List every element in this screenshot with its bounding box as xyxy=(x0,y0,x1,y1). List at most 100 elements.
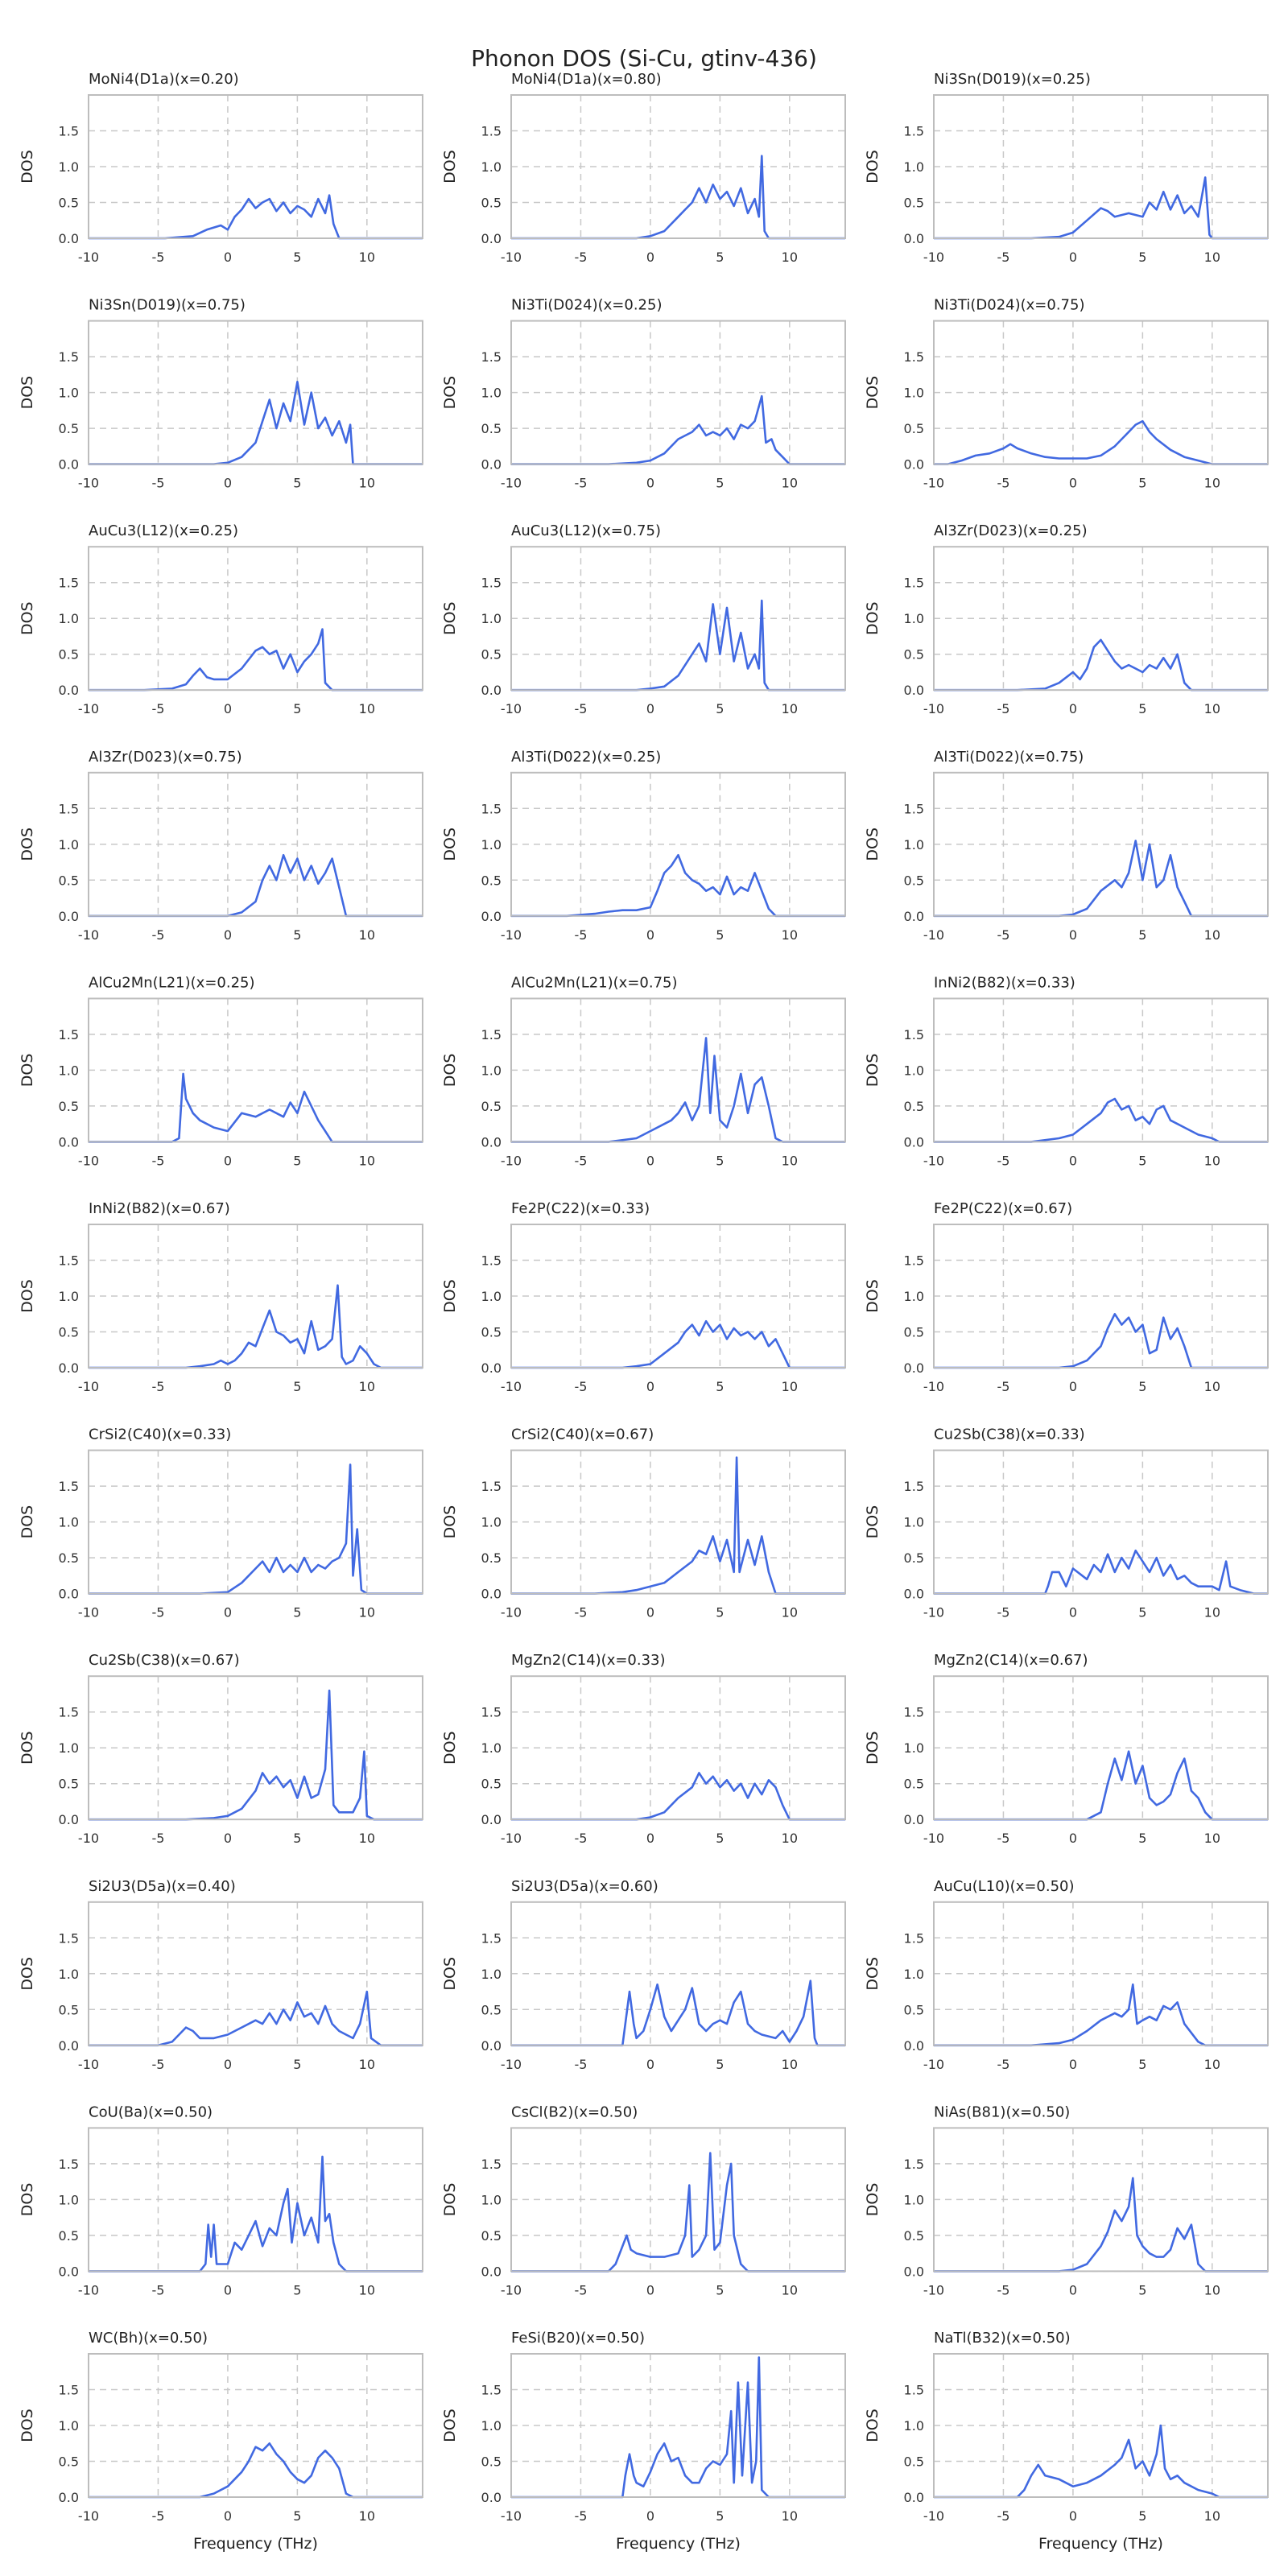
x-tick-label: -5 xyxy=(574,1379,587,1394)
y-axis-label: DOS xyxy=(19,1279,36,1313)
y-tick-label: 0.5 xyxy=(481,1325,502,1340)
panel: -10 -5 0 5 10 0.0 0.5 1.0 1.5 Ni3Ti(D024)(x=0.75)… xyxy=(864,297,1269,491)
x-tick-label: 5 xyxy=(716,1605,724,1620)
y-tick-label: 1.0 xyxy=(904,2418,924,2434)
x-tick-label: -10 xyxy=(923,2057,944,2072)
panel: -10 -5 0 5 10 0.0 0.5 1.0 1.5 Si2U3(D5a)(x=0.60) D… xyxy=(441,1878,846,2072)
dos-line xyxy=(511,1037,845,1143)
plot-frame xyxy=(88,320,423,465)
x-tick-label: 5 xyxy=(1138,1831,1146,1846)
panel-title: Si2U3(D5a)(x=0.60) xyxy=(511,1878,658,1895)
panel-title: MoNi4(D1a)(x=0.80) xyxy=(511,71,662,88)
x-tick-label: 0 xyxy=(646,250,654,265)
x-tick-label: 5 xyxy=(1138,1153,1146,1168)
x-tick-label: 0 xyxy=(1069,1153,1077,1168)
y-tick-label: 0.5 xyxy=(481,2228,502,2244)
x-tick-label: -5 xyxy=(997,2057,1009,2072)
x-tick-label: 10 xyxy=(1204,1831,1220,1846)
y-tick-label: 0.0 xyxy=(59,1812,79,1827)
y-tick-label: 0.5 xyxy=(481,2454,502,2470)
dos-line xyxy=(511,599,845,691)
dos-line xyxy=(89,2442,423,2499)
x-tick-label: -5 xyxy=(997,1605,1009,1620)
x-tick-label: -5 xyxy=(151,250,164,265)
x-tick-label: 10 xyxy=(1204,1153,1220,1168)
x-tick-label: 10 xyxy=(782,2282,798,2297)
y-tick-label: 1.5 xyxy=(904,124,924,139)
x-tick-label: 0 xyxy=(224,1831,232,1846)
x-tick-label: -5 xyxy=(574,2508,587,2524)
y-tick-label: 1.0 xyxy=(904,837,924,852)
y-axis-label: DOS xyxy=(441,1505,459,1539)
dos-line xyxy=(511,1319,845,1369)
x-tick-label: 0 xyxy=(646,1379,654,1394)
y-axis-label: DOS xyxy=(864,150,881,184)
y-tick-label: 0.5 xyxy=(481,1777,502,1792)
y-tick-label: 1.5 xyxy=(904,2157,924,2172)
dos-line xyxy=(934,176,1268,240)
y-tick-label: 1.5 xyxy=(904,1027,924,1042)
panel: -10 -5 0 5 10 0.0 0.5 1.0 1.5 MgZn2(C14)(x=0.33) D… xyxy=(441,1652,846,1846)
y-axis-label: DOS xyxy=(441,1957,459,1991)
plot-frame xyxy=(88,546,423,691)
x-tick-label: 5 xyxy=(1138,476,1146,491)
y-axis-label: DOS xyxy=(864,2409,881,2442)
y-tick-label: 1.5 xyxy=(481,2383,502,2398)
x-tick-label: -5 xyxy=(574,1153,587,1168)
dos-line xyxy=(511,394,845,465)
y-tick-label: 1.5 xyxy=(59,2157,79,2172)
y-tick-label: 1.5 xyxy=(59,2383,79,2398)
y-tick-label: 1.0 xyxy=(904,2192,924,2207)
plot-frame xyxy=(88,2353,423,2498)
panel-title: CoU(Ba)(x=0.50) xyxy=(89,2103,213,2120)
panel: -10 -5 0 5 10 0.0 0.5 1.0 1.5 MgZn2(C14)(x=0.67) D… xyxy=(864,1652,1269,1846)
panel: -10 -5 0 5 10 0.0 0.5 1.0 1.5 Cu2Sb(C38)(x=0.33) D… xyxy=(864,1426,1269,1620)
x-tick-label: 10 xyxy=(782,701,798,716)
x-tick-label: -10 xyxy=(923,1153,944,1168)
x-tick-label: 10 xyxy=(359,250,375,265)
panel-title: Si2U3(D5a)(x=0.40) xyxy=(89,1878,236,1895)
plot-frame xyxy=(510,1449,846,1595)
panel: -10 -5 0 5 10 0.0 0.5 1.0 1.5 FeSi(B20)(x=0.50) DO… xyxy=(441,2330,846,2553)
panel-title: InNi2(B82)(x=0.33) xyxy=(934,974,1075,991)
y-axis-label: DOS xyxy=(19,828,36,861)
y-tick-label: 0.5 xyxy=(59,1777,79,1792)
y-tick-label: 1.0 xyxy=(904,1515,924,1530)
panel-title: AlCu2Mn(L21)(x=0.75) xyxy=(511,974,678,991)
plot-frame xyxy=(933,1675,1269,1821)
x-tick-label: 5 xyxy=(293,250,301,265)
dos-line xyxy=(89,1463,423,1595)
x-tick-label: 10 xyxy=(359,1379,375,1394)
y-tick-label: 1.5 xyxy=(904,1705,924,1720)
x-tick-label: -10 xyxy=(78,701,99,716)
x-tick-label: 5 xyxy=(1138,1605,1146,1620)
x-tick-label: 0 xyxy=(646,927,654,943)
x-tick-label: -5 xyxy=(997,701,1009,716)
dos-line xyxy=(934,1313,1268,1369)
panel: -10 -5 0 5 10 0.0 0.5 1.0 1.5 MoNi4(D1a)(x=0.80) D… xyxy=(441,71,846,265)
x-tick-label: 0 xyxy=(1069,927,1077,943)
y-axis-label: DOS xyxy=(441,601,459,635)
y-tick-label: 1.0 xyxy=(481,837,502,852)
x-tick-label: -5 xyxy=(574,1605,587,1620)
y-tick-label: 0.5 xyxy=(904,421,924,436)
plot-frame xyxy=(88,1224,423,1368)
y-tick-label: 0.5 xyxy=(59,1325,79,1340)
y-tick-label: 0.0 xyxy=(904,457,924,473)
x-axis-label: Frequency (THz) xyxy=(193,2535,318,2553)
x-tick-label: 10 xyxy=(782,1379,798,1394)
x-tick-label: -5 xyxy=(574,1831,587,1846)
dos-line xyxy=(89,1284,423,1369)
x-tick-label: -10 xyxy=(923,1605,944,1620)
y-tick-label: 1.5 xyxy=(904,1479,924,1494)
y-tick-label: 0.0 xyxy=(904,2038,924,2054)
y-tick-label: 1.0 xyxy=(59,1063,79,1078)
dos-line xyxy=(511,853,845,918)
y-tick-label: 0.5 xyxy=(904,1777,924,1792)
x-tick-label: -10 xyxy=(501,1605,522,1620)
plot-frame xyxy=(933,997,1269,1143)
plot-frame xyxy=(510,997,846,1143)
x-tick-label: -10 xyxy=(78,2282,99,2297)
y-tick-label: 0.5 xyxy=(59,2454,79,2470)
x-tick-label: -10 xyxy=(923,250,944,265)
